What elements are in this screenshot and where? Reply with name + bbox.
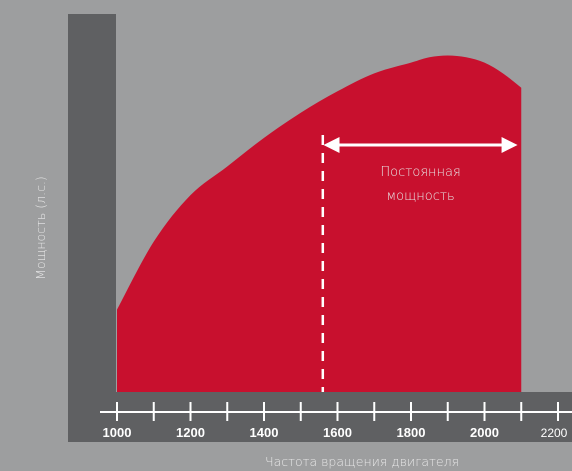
x-ticks bbox=[116, 402, 559, 421]
x-tick-label: 2200 bbox=[541, 426, 568, 440]
annotation-line2: мощность bbox=[386, 189, 454, 204]
constant-power-arrow bbox=[323, 137, 518, 153]
x-tick-label: 1600 bbox=[323, 425, 352, 440]
x-tick-label: 1800 bbox=[397, 425, 426, 440]
y-axis-title: Мощность (л.с.) bbox=[33, 176, 48, 280]
arrow-head-left bbox=[323, 137, 340, 153]
x-tick-label: 2000 bbox=[470, 425, 499, 440]
x-axis-bar bbox=[68, 392, 572, 442]
power-area bbox=[117, 55, 522, 392]
x-tick-label: 1000 bbox=[103, 425, 132, 440]
annotation-line1: Постоянная bbox=[380, 165, 460, 180]
y-axis-bar bbox=[68, 14, 116, 442]
x-tick-label: 1400 bbox=[250, 425, 279, 440]
x-tick-labels: 1000 1200 1400 1600 1800 2000 2200 bbox=[103, 425, 568, 440]
arrow-head-right bbox=[501, 137, 518, 153]
x-tick-label: 1200 bbox=[176, 425, 205, 440]
x-axis-title: Частота вращения двигателя bbox=[265, 454, 459, 469]
